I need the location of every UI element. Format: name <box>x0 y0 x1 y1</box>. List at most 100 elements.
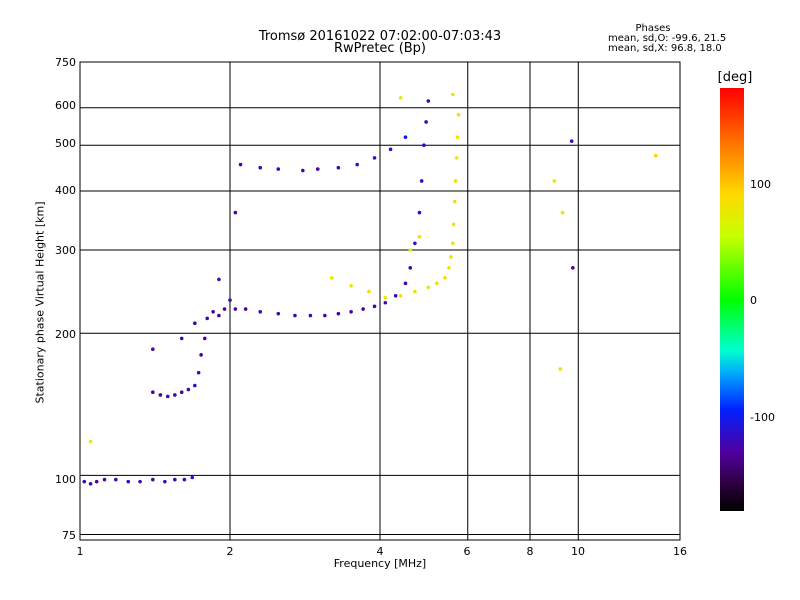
y-tick-label: 300 <box>55 244 76 257</box>
data-point <box>186 387 191 392</box>
phases-o-stats: mean, sd,O: -99.6, 21.5 <box>608 33 727 44</box>
x-tick-label: 2 <box>226 545 234 558</box>
data-point <box>151 477 155 482</box>
data-point <box>653 153 658 158</box>
data-point <box>233 210 238 215</box>
y-tick-label: 750 <box>55 56 76 69</box>
data-point <box>228 298 232 302</box>
data-point <box>451 241 455 246</box>
data-point <box>336 311 341 316</box>
y-tick-label: 200 <box>55 328 76 341</box>
x-axis-label: Frequency [MHz] <box>333 557 427 570</box>
chart-title: Tromsø 20161022 07:02:00-07:03:43 <box>258 29 502 44</box>
data-point <box>163 479 167 484</box>
y-tick-label: 400 <box>55 184 76 197</box>
colorbar-title: [deg] <box>717 70 753 85</box>
data-point <box>293 313 297 318</box>
data-point <box>434 281 439 286</box>
data-point <box>315 167 320 171</box>
data-point <box>426 285 431 290</box>
data-point <box>276 311 281 316</box>
data-point <box>361 307 365 311</box>
data-point <box>151 347 155 351</box>
data-point <box>114 477 118 482</box>
data-point <box>151 390 155 395</box>
data-point <box>102 477 107 482</box>
data-point <box>552 179 557 183</box>
data-point <box>126 479 131 484</box>
data-point <box>193 383 197 388</box>
data-point <box>182 477 187 482</box>
phases-x-stats: mean, sd,X: 96.8, 18.0 <box>608 43 722 54</box>
data-point <box>179 390 184 395</box>
data-point <box>243 307 248 311</box>
data-point <box>165 394 170 399</box>
x-tick-label: 4 <box>376 545 384 558</box>
data-points <box>82 92 658 486</box>
data-point <box>413 241 417 246</box>
y-tick-label: 100 <box>55 473 76 486</box>
data-point <box>452 199 457 204</box>
data-point <box>217 313 221 318</box>
data-point <box>329 275 334 280</box>
colorbar-tick-100: 100 <box>750 178 771 191</box>
plot-frame <box>79 61 681 541</box>
data-point <box>82 479 87 484</box>
data-point <box>349 283 353 288</box>
data-point <box>193 321 197 325</box>
data-point <box>372 156 377 160</box>
data-point <box>173 393 177 397</box>
data-point <box>349 309 353 314</box>
data-point <box>199 353 203 357</box>
data-point <box>88 482 93 486</box>
x-tick-label: 16 <box>673 545 687 558</box>
data-point <box>454 156 459 160</box>
data-point <box>560 210 565 215</box>
data-point <box>336 165 341 170</box>
colorbar-tick-0: 0 <box>750 294 757 307</box>
data-point <box>455 135 460 139</box>
data-point <box>355 162 359 167</box>
data-point <box>158 393 163 397</box>
data-point <box>398 293 403 298</box>
data-point <box>308 313 313 318</box>
y-tick-label: 500 <box>55 137 76 150</box>
data-point <box>408 248 413 252</box>
data-point <box>238 162 243 167</box>
data-point <box>419 179 424 183</box>
data-point <box>179 336 184 341</box>
data-point <box>417 210 422 215</box>
data-point <box>196 370 201 375</box>
y-axis-label: Stationary phase Virtual Height [km] <box>33 201 47 404</box>
chart-subtitle: RwPretec (Bp) <box>333 41 427 56</box>
data-point <box>88 439 93 444</box>
phases-title: Phases <box>635 23 671 34</box>
data-point <box>217 277 221 282</box>
data-point <box>367 289 371 294</box>
data-point <box>424 120 428 124</box>
data-point <box>258 165 263 170</box>
data-point <box>451 222 456 227</box>
x-tick-label: 8 <box>526 545 534 558</box>
data-point <box>558 367 563 371</box>
y-tick-label: 75 <box>62 529 76 542</box>
data-point <box>173 477 177 482</box>
data-point <box>258 309 263 314</box>
data-point <box>222 307 227 311</box>
data-point <box>138 479 142 484</box>
data-point <box>408 266 413 270</box>
data-point <box>403 135 408 139</box>
x-tick-label: 1 <box>76 545 84 558</box>
data-point <box>413 289 417 294</box>
data-point <box>323 313 327 318</box>
data-point <box>426 99 431 103</box>
data-point <box>451 92 455 97</box>
data-point <box>447 266 451 270</box>
data-point <box>443 275 447 280</box>
data-point <box>190 475 195 480</box>
data-point <box>276 167 281 171</box>
phase-colorbar <box>720 88 744 511</box>
grid-lines <box>79 61 681 540</box>
data-point <box>383 295 388 300</box>
data-point <box>202 336 207 341</box>
